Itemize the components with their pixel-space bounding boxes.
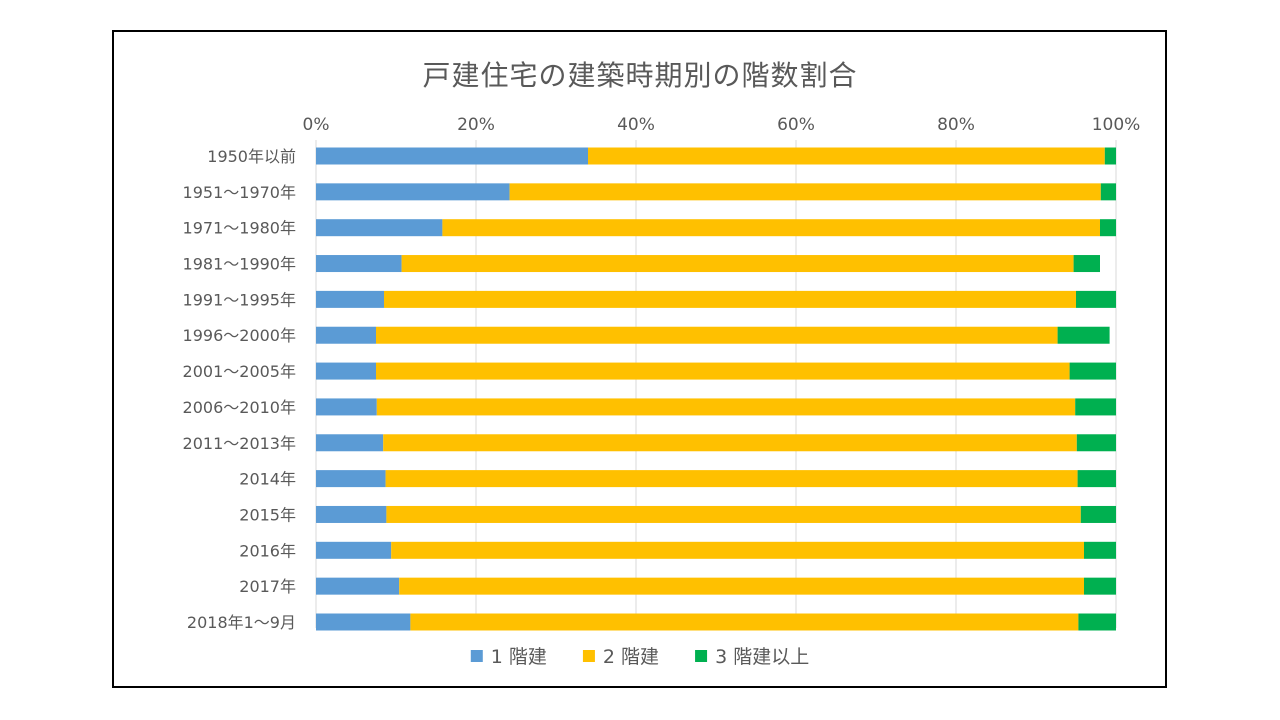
bar-segment <box>588 147 1105 165</box>
bar-segment <box>399 577 1084 595</box>
bar-segment <box>1076 434 1116 452</box>
x-tick-label: 0% <box>303 115 330 135</box>
x-tick-label: 40% <box>617 115 655 135</box>
category-label: 1971～1980年 <box>183 219 296 238</box>
x-tick-label: 20% <box>457 115 495 135</box>
bar-segment <box>1080 505 1116 523</box>
x-tick-label: 100% <box>1092 115 1141 135</box>
category-label: 2016年 <box>239 541 296 560</box>
bar-segment <box>316 541 392 559</box>
bar-segment <box>401 255 1074 273</box>
bar-segment <box>376 362 1070 380</box>
bar-segment <box>385 470 1078 488</box>
bar-segment <box>1057 326 1110 344</box>
bar-segment <box>384 290 1076 308</box>
bar-segment <box>410 613 1079 631</box>
bar-segment <box>386 505 1081 523</box>
category-label: 1951～1970年 <box>183 183 296 202</box>
legend-swatch <box>695 650 708 662</box>
category-label: 2017年 <box>239 577 296 596</box>
bar-segment <box>1084 541 1116 559</box>
bar-segment <box>1078 613 1116 631</box>
category-label: 1996～2000年 <box>183 326 296 345</box>
bar-segment <box>316 219 443 237</box>
x-tick-label: 80% <box>937 115 975 135</box>
bar-segment <box>1077 470 1116 488</box>
legend-label: 1 階建 <box>491 646 547 668</box>
legend-label: 3 階建以上 <box>715 646 809 668</box>
bar-segment <box>383 434 1077 452</box>
bar-segment <box>316 290 384 308</box>
bar-segment <box>316 470 386 488</box>
bar-segment <box>316 255 402 273</box>
category-label: 1981～1990年 <box>183 255 296 274</box>
category-label: 2001～2005年 <box>183 362 296 381</box>
bar-segment <box>1100 183 1116 201</box>
bar-segment <box>316 505 387 523</box>
bar-segment <box>391 541 1084 559</box>
bar-segment <box>1069 362 1116 380</box>
legend-swatch <box>582 650 595 662</box>
bar-segment <box>1100 219 1116 237</box>
bar-segment <box>509 183 1101 201</box>
bar-segment <box>316 613 411 631</box>
bar-segment <box>1084 577 1116 595</box>
bar-segment <box>376 326 1058 344</box>
category-label: 1991～1995年 <box>183 290 296 309</box>
bar-segment <box>1075 398 1116 416</box>
category-label: 2018年1～9月 <box>187 613 296 632</box>
category-label: 2014年 <box>239 470 296 489</box>
category-label: 2006～2010年 <box>183 398 296 417</box>
bar-segment <box>1073 255 1100 273</box>
bar-segment <box>1076 290 1116 308</box>
bar-segment <box>1104 147 1116 165</box>
bar-segment <box>316 398 377 416</box>
bar-segment <box>376 398 1076 416</box>
legend-label: 2 階建 <box>603 646 659 668</box>
bar-segment <box>316 326 376 344</box>
category-label: 2011～2013年 <box>183 434 296 453</box>
category-label: 2015年 <box>239 505 296 524</box>
legend-swatch <box>470 650 483 662</box>
bar-segment <box>316 183 510 201</box>
category-label: 1950年以前 <box>207 147 296 166</box>
bar-segment <box>316 362 376 380</box>
x-tick-label: 60% <box>777 115 815 135</box>
bar-segment <box>442 219 1100 237</box>
chart-title: 戸建住宅の建築時期別の階数割合 <box>422 59 858 92</box>
bar-segment <box>316 434 384 452</box>
bar-segment <box>316 577 400 595</box>
bar-segment <box>316 147 588 165</box>
